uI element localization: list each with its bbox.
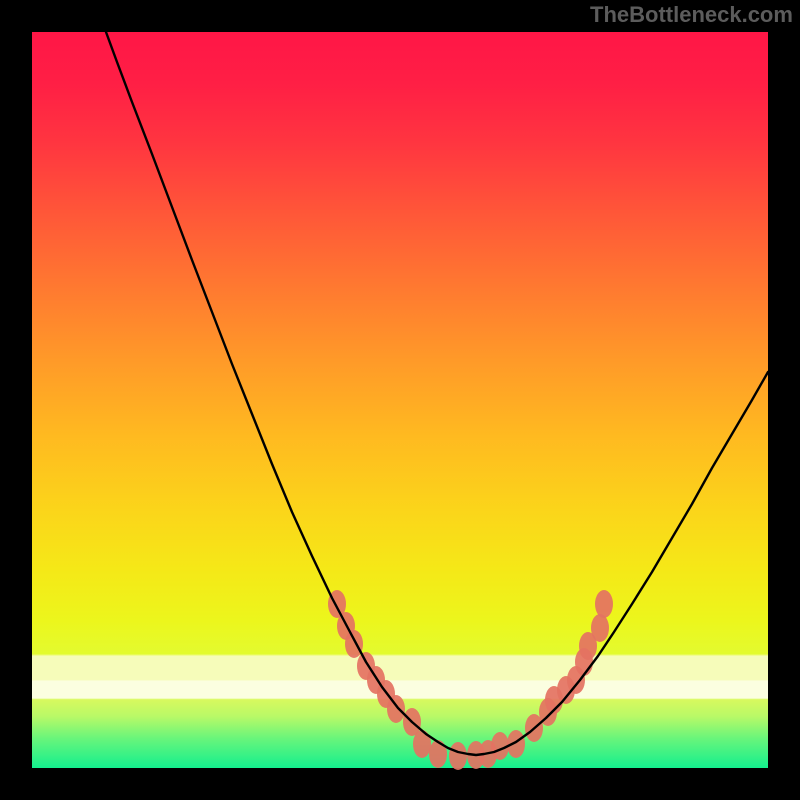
marker-dot — [591, 614, 609, 642]
marker-dot — [387, 695, 405, 723]
marker-dot — [595, 590, 613, 618]
marker-dot — [429, 740, 447, 768]
bottleneck-chart — [0, 0, 800, 800]
plot-background — [32, 32, 768, 768]
marker-dot — [449, 742, 467, 770]
